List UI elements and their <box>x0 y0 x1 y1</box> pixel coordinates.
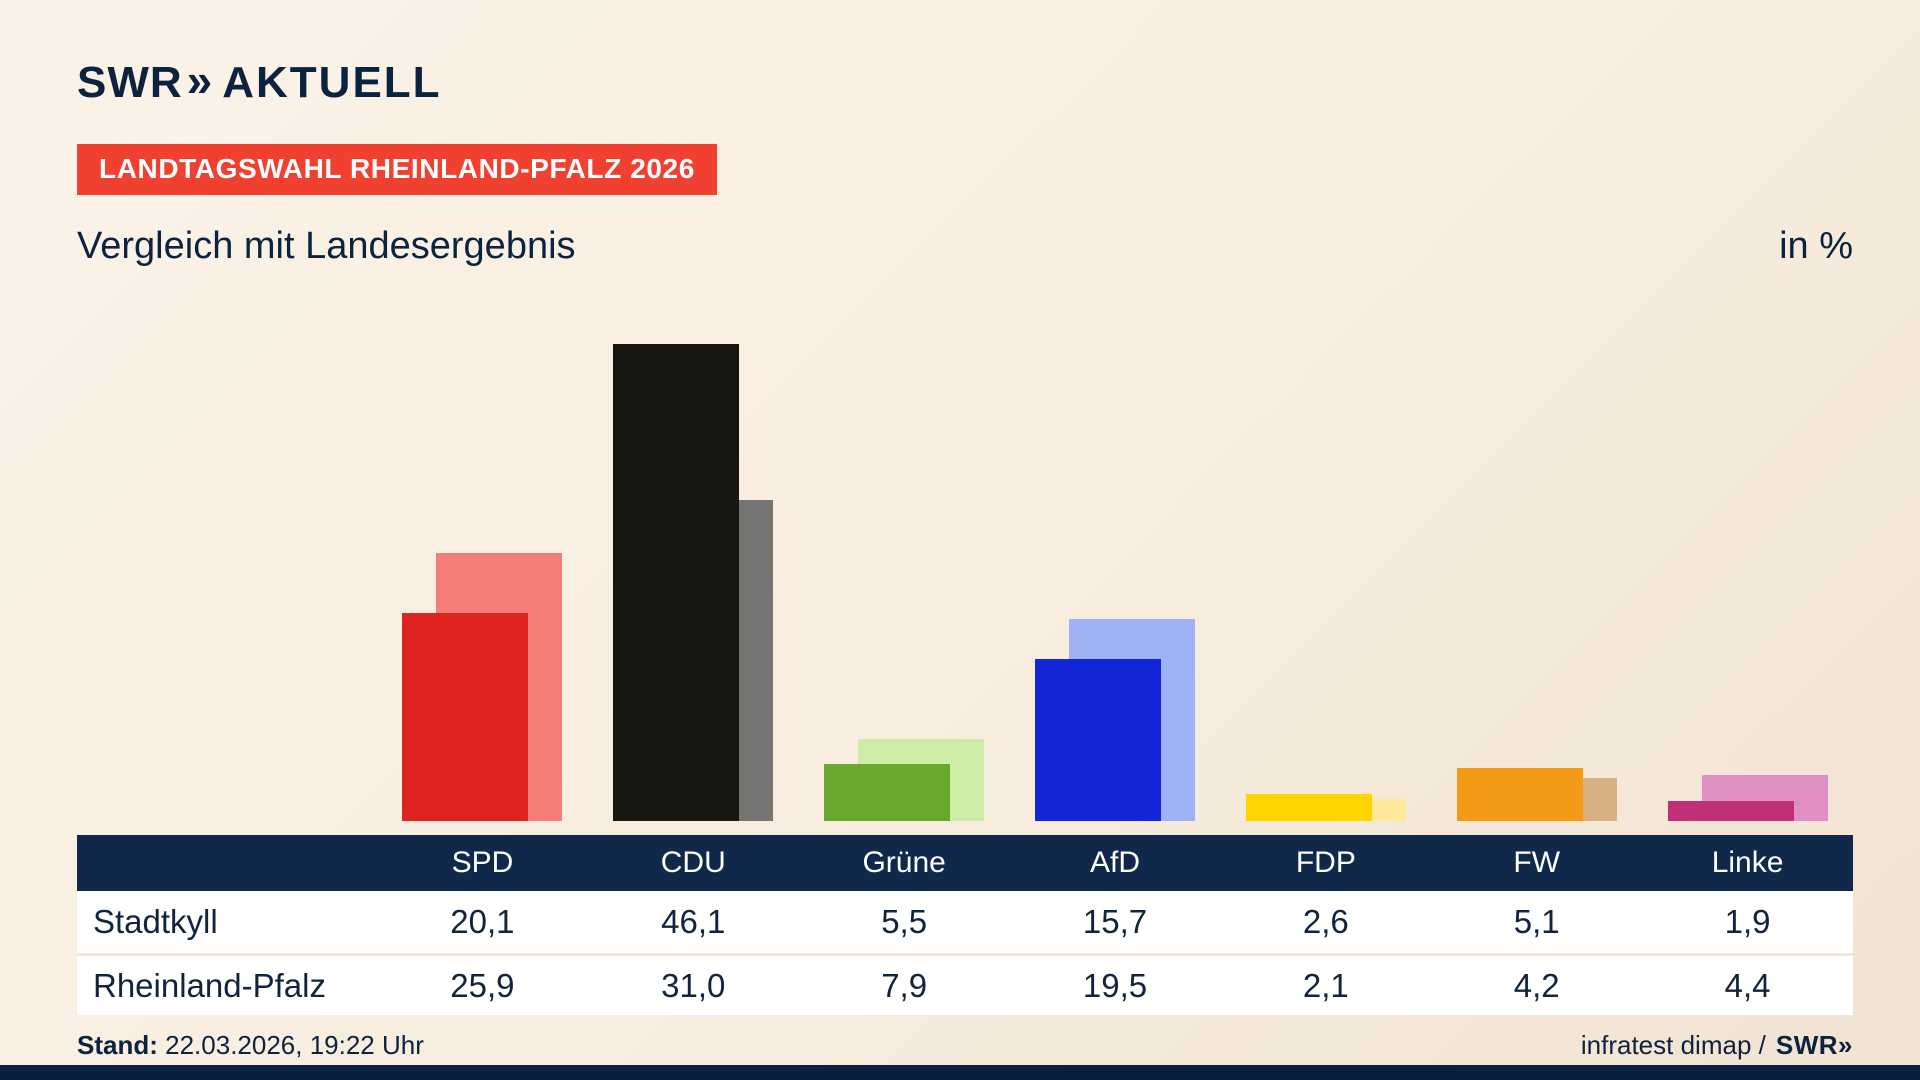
table-header-fw: FW <box>1513 846 1561 879</box>
source-text: infratest dimap / <box>1580 1030 1766 1060</box>
table-header-linke: Linke <box>1711 846 1784 879</box>
title-row: Vergleich mit Landesergebnis in % <box>77 225 1853 268</box>
cell-stadtkyll-gruene: 5,5 <box>881 903 928 940</box>
row-label-stadtkyll: Stadtkyll <box>93 903 218 940</box>
bar-local-spd <box>402 613 529 821</box>
chart-left-spacer <box>77 331 377 821</box>
cell-rlp-fdp: 2,1 <box>1302 966 1349 1004</box>
bar-chart <box>77 331 1853 821</box>
chart-column-fdp <box>1220 331 1431 821</box>
stand-info: Stand: 22.03.2026, 19:22 Uhr <box>77 1030 424 1061</box>
swr-logo-text: SWR <box>77 58 183 107</box>
table-header-spd: SPD <box>451 846 514 879</box>
cell-stadtkyll-cdu: 46,1 <box>661 903 726 940</box>
election-badge: LANDTAGSWAHL RHEINLAND-PFALZ 2026 <box>77 144 717 195</box>
bar-local-afd <box>1034 659 1161 821</box>
chart-column-afd <box>1010 331 1221 821</box>
cell-stadtkyll-fdp: 2,6 <box>1302 903 1349 940</box>
cell-rlp-cdu: 31,0 <box>661 966 726 1004</box>
chart-column-spd <box>377 331 588 821</box>
swr-mini-chevrons-icon: » <box>1838 1030 1853 1060</box>
cell-rlp-afd: 19,5 <box>1082 966 1148 1004</box>
bar-local-fdp <box>1245 794 1372 821</box>
bar-local-cdu <box>613 344 740 821</box>
footer: Stand: 22.03.2026, 19:22 Uhr infratest d… <box>77 1030 1853 1061</box>
cell-rlp-spd: 25,9 <box>450 966 515 1004</box>
cell-stadtkyll-spd: 20,1 <box>450 903 515 940</box>
table-header-fdp: FDP <box>1295 846 1356 879</box>
bar-local-grüne <box>824 764 951 821</box>
cell-stadtkyll-afd: 15,7 <box>1082 903 1148 940</box>
swr-chevrons-icon: » <box>186 54 213 106</box>
bottom-navy-strip <box>0 1065 1920 1080</box>
row-label-rheinland-pfalz: Rheinland-Pfalz <box>93 966 326 1004</box>
chart-title: Vergleich mit Landesergebnis <box>77 225 576 267</box>
stand-value: 22.03.2026, 19:22 Uhr <box>165 1030 424 1060</box>
chart-column-linke <box>1642 331 1853 821</box>
chart-column-fw <box>1431 331 1642 821</box>
results-table: SPD CDU Grüne AfD FDP FW Linke Stadtkyll… <box>77 835 1853 1015</box>
cell-stadtkyll-fw: 5,1 <box>1513 903 1560 940</box>
cell-rlp-linke: 4,4 <box>1724 966 1771 1004</box>
table-header-gruene: Grüne <box>862 846 946 879</box>
cell-stadtkyll-linke: 1,9 <box>1724 903 1771 940</box>
bar-local-linke <box>1667 801 1794 821</box>
table-header-cdu: CDU <box>660 846 726 879</box>
unit-label: in % <box>1779 225 1853 267</box>
table-row-stadtkyll: Stadtkyll 20,1 46,1 5,5 15,7 2,6 5,1 1,9 <box>77 891 1853 953</box>
cell-rlp-gruene: 7,9 <box>881 966 928 1004</box>
table-header-afd: AfD <box>1089 846 1140 879</box>
chart-column-grüne <box>799 331 1010 821</box>
swr-aktuell-logo: SWR » AKTUELL <box>77 54 1920 108</box>
swr-mini-logo: SWR» <box>1775 1030 1853 1060</box>
table-header-row: SPD CDU Grüne AfD FDP FW Linke <box>77 835 1853 891</box>
stand-label: Stand: <box>77 1030 158 1060</box>
source-credit: infratest dimap / SWR» <box>1581 1030 1853 1061</box>
aktuell-logo-text: AKTUELL <box>222 58 442 107</box>
bar-local-fw <box>1456 768 1583 821</box>
chart-column-cdu <box>588 331 799 821</box>
table-row-rheinland-pfalz: Rheinland-Pfalz 25,9 31,0 7,9 19,5 2,1 4… <box>77 953 1853 1015</box>
cell-rlp-fw: 4,2 <box>1513 966 1560 1004</box>
